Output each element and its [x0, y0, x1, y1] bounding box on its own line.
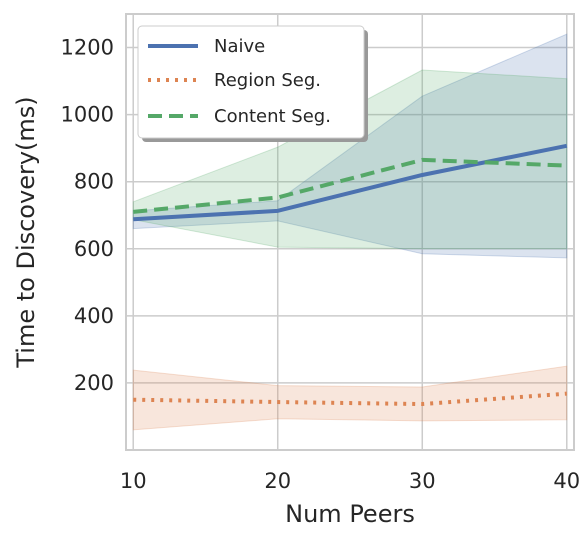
y-tick-labels: 200 400 600 800 1000 1200 [61, 36, 114, 395]
band-naive [132, 33, 568, 259]
y-tick-label: 1000 [61, 103, 114, 127]
x-tick-label: 30 [409, 469, 436, 493]
legend: Naive Region Seg. Content Seg. [137, 25, 368, 142]
y-axis-label: Time to Discovery(ms) [12, 96, 40, 368]
x-axis-label: Num Peers [285, 500, 415, 528]
x-tick-label: 20 [264, 469, 291, 493]
legend-box [137, 25, 365, 139]
x-tick-label: 40 [553, 469, 580, 493]
legend-label-content-seg: Content Seg. [214, 106, 331, 127]
legend-label-naive: Naive [214, 36, 265, 57]
band-region-seg [132, 365, 568, 431]
series-line-naive [133, 143, 568, 222]
y-tick-label: 800 [74, 170, 114, 194]
confidence-bands [132, 33, 568, 431]
x-tick-labels: 10 20 30 40 [120, 469, 580, 493]
y-tick-label: 1200 [61, 36, 114, 60]
legend-label-region-seg: Region Seg. [214, 70, 321, 91]
series-line-content-seg [133, 157, 567, 214]
x-tick-label: 10 [120, 469, 147, 493]
series-lines [133, 143, 568, 407]
series-line-region-seg [133, 391, 567, 407]
y-tick-label: 600 [74, 237, 114, 261]
y-tick-label: 400 [74, 304, 114, 328]
y-tick-label: 200 [74, 371, 114, 395]
